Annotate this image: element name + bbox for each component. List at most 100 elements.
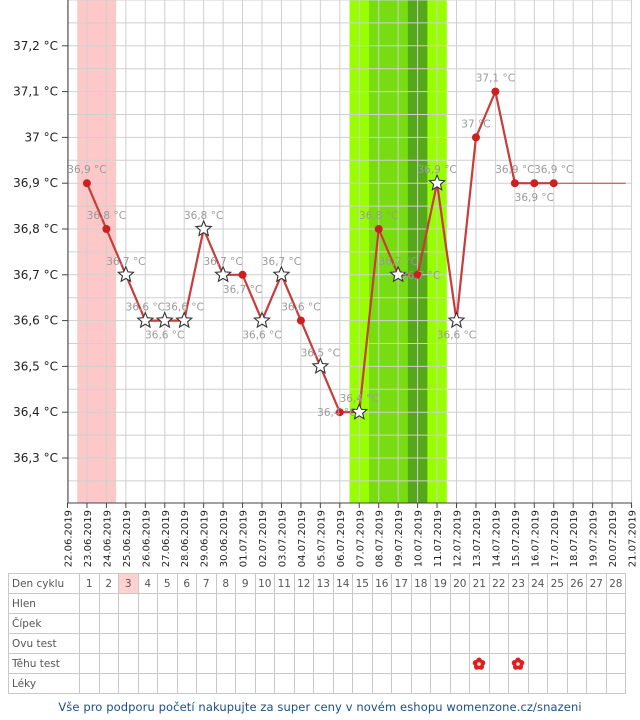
cycle-day-cell: 19: [430, 573, 451, 594]
table-cell: [469, 653, 490, 674]
table-cell: [391, 613, 412, 634]
x-tick-label: 06.07.2019: [336, 510, 347, 567]
temperature-star: [350, 402, 369, 420]
table-cell: [118, 653, 139, 674]
temperature-point: [413, 270, 422, 279]
table-cell: [157, 653, 178, 674]
temperature-label: 36,6 °C: [437, 330, 476, 342]
table-cell: [410, 593, 431, 614]
x-tick-label: 07.07.2019: [355, 510, 366, 567]
table-row: Léky: [8, 673, 626, 694]
x-tick-label: 16.07.2019: [530, 510, 541, 567]
x-tick-label: 23.06.2019: [83, 510, 94, 567]
cycle-day-cell: 24: [527, 573, 548, 594]
table-cell: [430, 613, 451, 634]
temperature-label: 36,7 °C: [401, 270, 440, 282]
temperature-label: 36,7 °C: [378, 256, 417, 268]
row-label: Těhu test: [8, 653, 80, 674]
table-row: Den cyklu 1 2 3 4 5 6 7 8 9 10 11 12 13 14 15 16 17 18 19 20…: [8, 573, 626, 594]
table-row: Hlen: [8, 593, 626, 614]
x-tick-label: 22.06.2019: [64, 510, 75, 567]
table-cell: [313, 633, 334, 654]
cycle-day-cell: 11: [274, 573, 295, 594]
table-cell: [508, 593, 529, 614]
table-cell: [508, 673, 529, 694]
table-cell: [196, 633, 217, 654]
row-label: Ovu test: [8, 633, 80, 654]
table-cell: [410, 613, 431, 634]
table-row: Ovu test: [8, 633, 626, 654]
table-cell: [391, 593, 412, 614]
footer-promo-link[interactable]: Vše pro podporu početí nakupujte za supe…: [58, 700, 582, 714]
table-cell: [527, 633, 548, 654]
table-cell: [313, 673, 334, 694]
table-cell: [235, 673, 256, 694]
cycle-day-cell: 3: [118, 573, 139, 594]
table-cell: [235, 653, 256, 674]
table-cell: [332, 613, 353, 634]
cycle-day-cell: 25: [547, 573, 568, 594]
temperature-label: 37,1 °C: [476, 73, 515, 85]
table-cell: [488, 613, 509, 634]
table-cell: [488, 593, 509, 614]
cycle-day-cell: 6: [176, 573, 197, 594]
x-tick-label: 05.07.2019: [316, 510, 327, 567]
chart-grid: [67, 0, 633, 504]
table-cell: [215, 653, 236, 674]
table-cell: [352, 673, 373, 694]
x-tick-label: 21.07.2019: [628, 510, 639, 567]
table-cell: [527, 593, 548, 614]
table-cell: [527, 613, 548, 634]
table-cell: [157, 673, 178, 694]
x-tick-label: 09.07.2019: [394, 510, 405, 567]
y-tick-label: 36,4 °C: [13, 405, 58, 419]
temperature-label: 36,7 °C: [262, 256, 301, 268]
x-tick-label: 10.07.2019: [414, 510, 425, 567]
table-cell: [293, 633, 314, 654]
temperature-point: [238, 270, 247, 279]
table-cell: [332, 653, 353, 674]
temperature-label: 36,6 °C: [165, 302, 204, 314]
cycle-day-cell: 16: [371, 573, 392, 594]
temperature-label: 36,9 °C: [67, 164, 106, 176]
table-cell: [313, 593, 334, 614]
table-cell: [430, 593, 451, 614]
temperature-point: [491, 87, 500, 96]
x-tick-label: 12.07.2019: [453, 510, 464, 567]
table-cell: [254, 593, 275, 614]
row-label: Léky: [8, 673, 80, 694]
cycle-day-cell: 1: [79, 573, 100, 594]
table-cell: [254, 673, 275, 694]
cycle-day-cell: 26: [566, 573, 587, 594]
table-cell: [410, 653, 431, 674]
table-cell: [410, 673, 431, 694]
table-cell: [586, 673, 607, 694]
y-tick-label: 36,6 °C: [13, 314, 58, 328]
table-cell: [79, 633, 100, 654]
table-cell: [196, 673, 217, 694]
table-cell: [371, 613, 392, 634]
temperature-star: [428, 173, 447, 191]
temperature-label: 36,7 °C: [203, 256, 242, 268]
table-cell: [547, 633, 568, 654]
temperature-point: [530, 179, 539, 188]
temperature-label: 37 °C: [461, 118, 490, 130]
table-cell: [352, 653, 373, 674]
table-cell: [449, 653, 470, 674]
table-cell: [605, 613, 626, 634]
table-cell: [391, 673, 412, 694]
table-cell: [488, 633, 509, 654]
table-cell: [254, 653, 275, 674]
table-cell: [332, 593, 353, 614]
y-tick-label: 36,9 °C: [13, 176, 58, 190]
cycle-day-cell: 15: [352, 573, 373, 594]
table-cell: [215, 673, 236, 694]
temperature-chart: 36,3 °C 36,4 °C 36,5 °C 36,6 °C 36,7 °C 36,8 …: [13, 0, 639, 567]
temperature-star: [116, 265, 135, 283]
table-cell: [332, 633, 353, 654]
table-cell: [98, 613, 119, 634]
x-tick-label: 15.07.2019: [511, 510, 522, 567]
table-cell: [605, 653, 626, 674]
row-label: Čípek: [8, 613, 80, 634]
temperature-label: 36,6 °C: [145, 330, 184, 342]
